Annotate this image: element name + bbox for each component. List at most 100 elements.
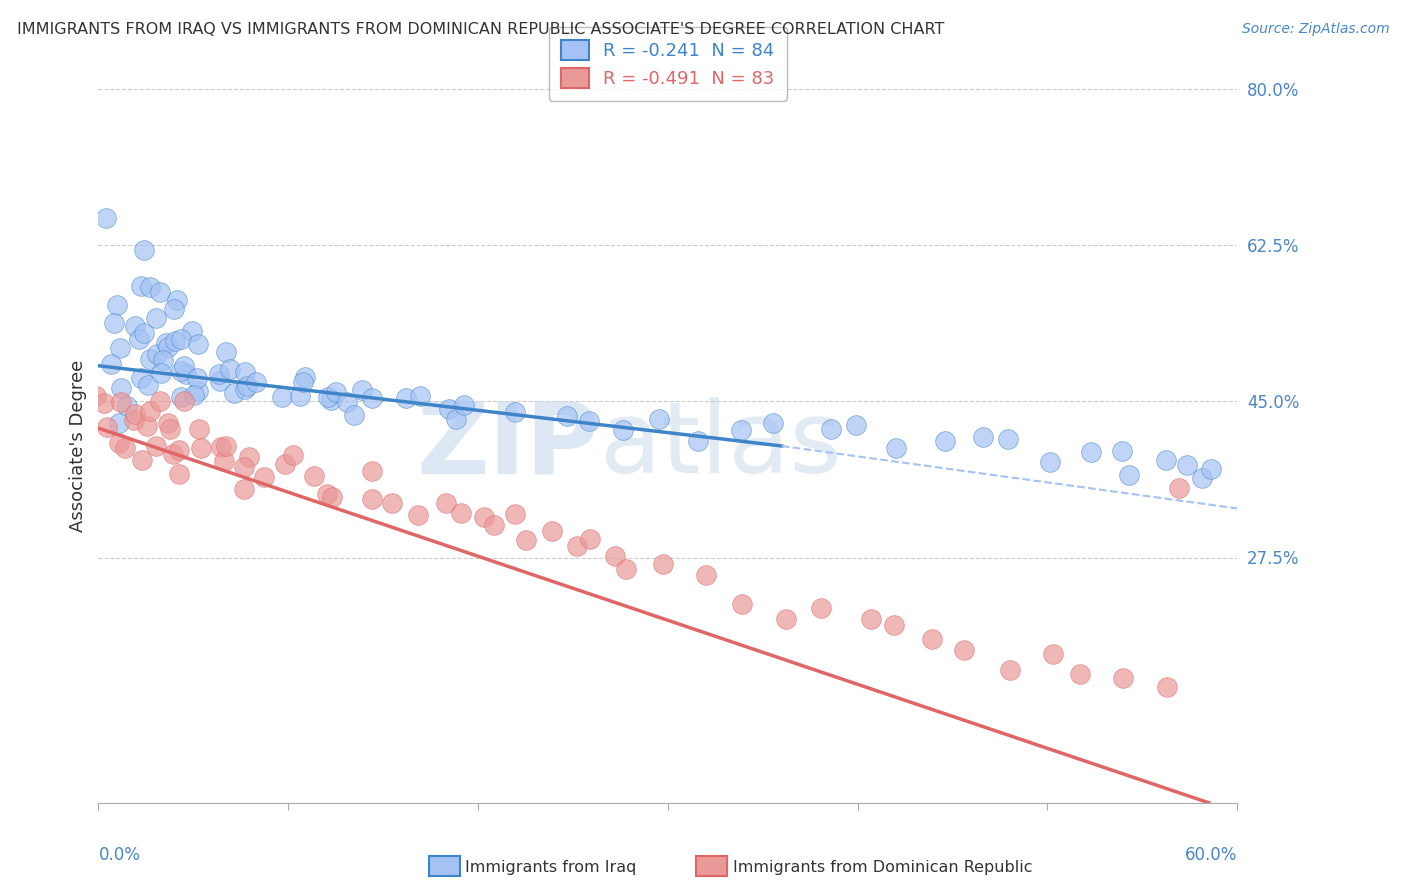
Point xyxy=(652,558,675,572)
Point xyxy=(408,508,430,523)
Point xyxy=(145,439,167,453)
Point xyxy=(233,460,256,475)
Point xyxy=(1201,461,1223,475)
Point xyxy=(245,375,267,389)
Point xyxy=(138,280,160,294)
Point xyxy=(775,612,797,626)
Point xyxy=(731,597,754,611)
Point xyxy=(409,389,432,403)
Point xyxy=(321,393,343,408)
Point xyxy=(187,384,209,399)
Point xyxy=(236,378,259,392)
Point xyxy=(131,452,153,467)
Point xyxy=(952,643,974,657)
Point xyxy=(103,316,125,330)
Point xyxy=(152,353,174,368)
Point xyxy=(934,434,956,448)
Point xyxy=(110,395,132,409)
Point xyxy=(361,391,384,405)
Point xyxy=(578,414,600,428)
Point xyxy=(270,390,292,404)
Point xyxy=(1111,443,1133,458)
Point xyxy=(238,450,260,464)
Text: Immigrants from Iraq: Immigrants from Iraq xyxy=(465,860,637,874)
Point xyxy=(1118,467,1140,482)
Point xyxy=(686,434,709,448)
Point xyxy=(139,404,162,418)
Point xyxy=(294,370,316,384)
Point xyxy=(316,390,339,404)
Point xyxy=(648,412,671,426)
Point xyxy=(1080,445,1102,459)
Point xyxy=(1112,671,1135,685)
Point xyxy=(214,439,236,453)
Point xyxy=(108,436,131,450)
Point xyxy=(173,394,195,409)
Point xyxy=(136,378,159,392)
Point xyxy=(886,441,908,455)
Point xyxy=(114,442,136,456)
Point xyxy=(1168,482,1191,496)
Point xyxy=(540,524,562,538)
Point xyxy=(110,341,132,355)
Point xyxy=(1191,471,1213,485)
Point xyxy=(515,533,537,548)
Point xyxy=(316,487,339,501)
Point xyxy=(129,279,152,293)
Point xyxy=(108,417,131,431)
Point xyxy=(180,325,202,339)
Point xyxy=(578,533,600,547)
Point xyxy=(136,419,159,434)
Point xyxy=(304,468,326,483)
Point xyxy=(173,359,195,373)
Point xyxy=(321,490,343,504)
Point xyxy=(343,409,366,423)
Point xyxy=(149,394,172,409)
Point xyxy=(170,332,193,346)
Point xyxy=(446,412,468,426)
Point xyxy=(603,549,626,563)
Point xyxy=(149,366,172,380)
Point xyxy=(124,318,146,333)
Point xyxy=(165,334,187,348)
Point xyxy=(170,363,193,377)
Point xyxy=(921,632,943,646)
Point xyxy=(96,211,118,226)
Point xyxy=(100,357,122,371)
Point xyxy=(434,496,457,510)
Point xyxy=(222,386,245,401)
Point xyxy=(208,374,231,388)
Point xyxy=(395,391,418,405)
Y-axis label: Associate's Degree: Associate's Degree xyxy=(69,359,87,533)
Point xyxy=(162,447,184,461)
Point xyxy=(567,540,589,554)
Point xyxy=(145,311,167,326)
Point xyxy=(695,568,717,582)
Point xyxy=(132,326,155,340)
Point xyxy=(810,601,832,615)
Point xyxy=(360,464,382,478)
Point xyxy=(128,332,150,346)
Point xyxy=(115,400,138,414)
Point xyxy=(208,367,231,381)
Point xyxy=(96,420,118,434)
Point xyxy=(1039,454,1062,468)
Text: Source: ZipAtlas.com: Source: ZipAtlas.com xyxy=(1241,22,1389,37)
Point xyxy=(503,405,526,419)
Point xyxy=(167,443,190,458)
Point xyxy=(159,422,181,436)
Point xyxy=(281,448,304,462)
Point xyxy=(274,457,297,471)
Legend: R = -0.241  N = 84, R = -0.491  N = 83: R = -0.241 N = 84, R = -0.491 N = 83 xyxy=(548,27,787,101)
Point xyxy=(129,371,152,385)
Point xyxy=(187,337,209,351)
Point xyxy=(482,518,505,533)
Point xyxy=(614,562,637,576)
Point xyxy=(190,441,212,455)
Point xyxy=(132,243,155,257)
Text: atlas: atlas xyxy=(599,398,841,494)
Point xyxy=(253,470,276,484)
Point xyxy=(350,383,373,397)
Point xyxy=(212,453,235,467)
Point xyxy=(472,510,495,524)
